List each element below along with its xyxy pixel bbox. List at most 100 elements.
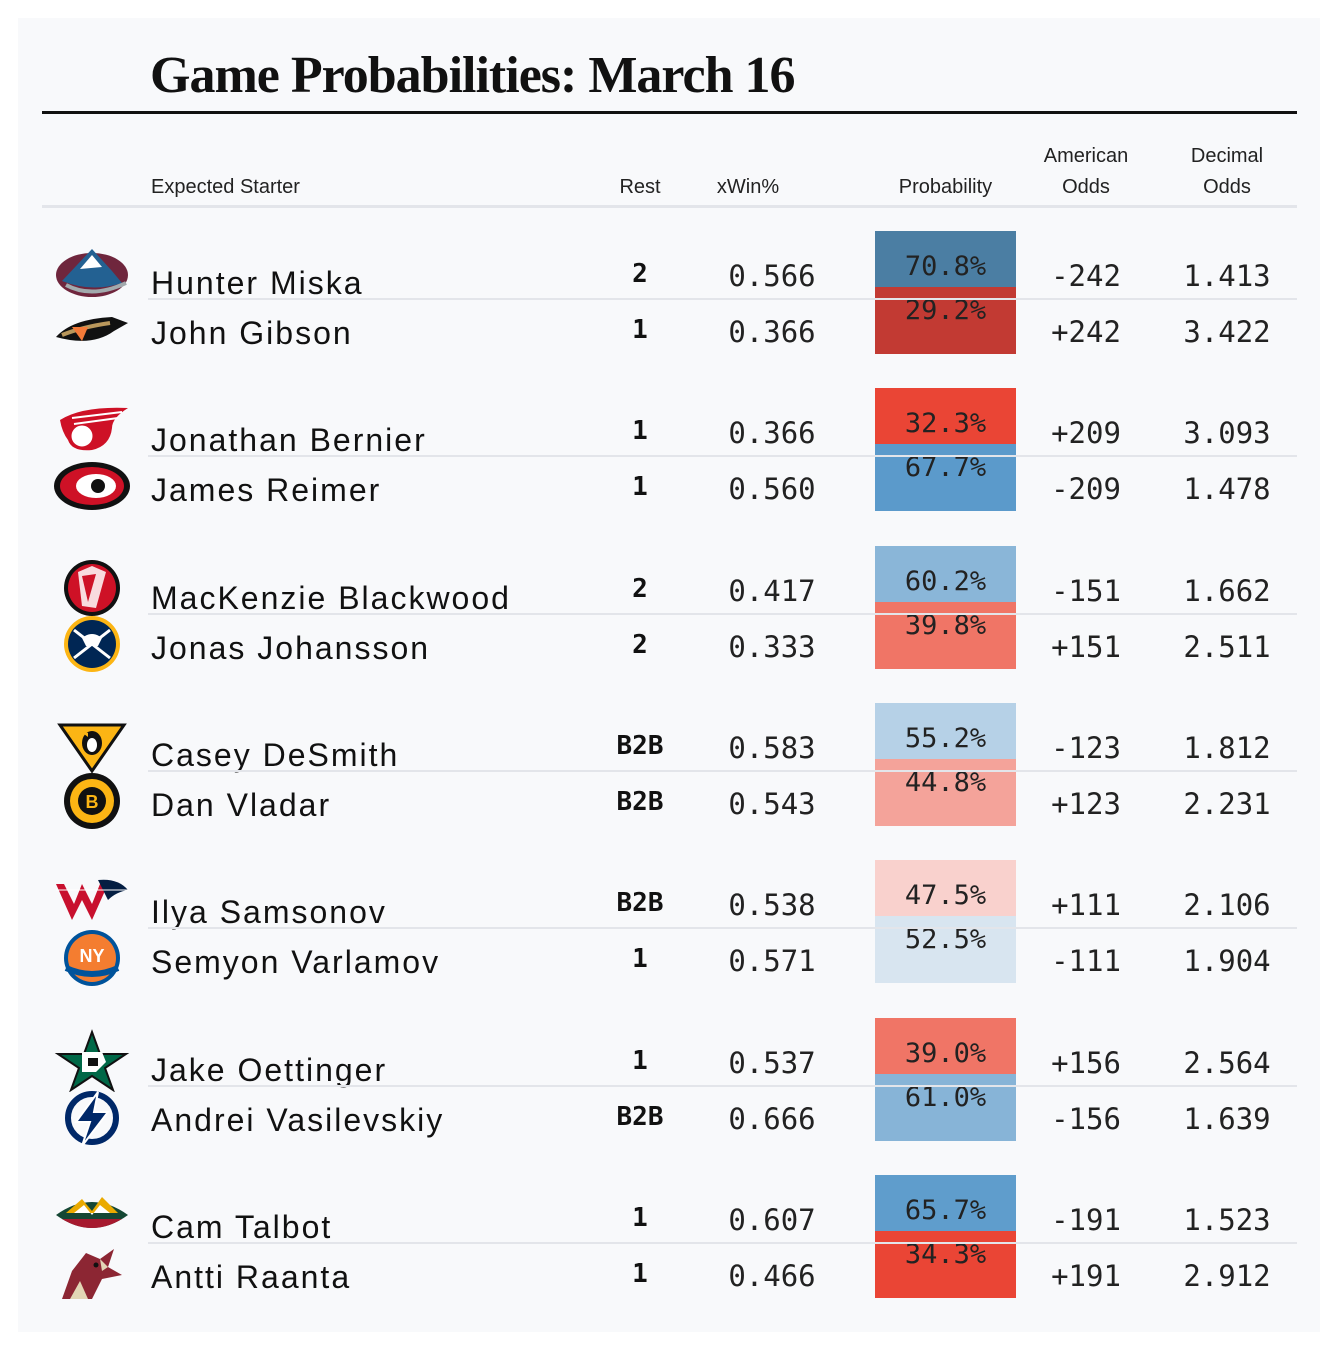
- header-decimal-odds: Decimal Odds: [1160, 141, 1294, 203]
- avalanche-logo: [56, 249, 128, 297]
- rest-value: 1: [632, 315, 648, 345]
- game-6: 39.0% Jake Oettinger 1 0.537 +156 2.564 61.0% A…: [0, 1018, 1338, 1158]
- table-row: Jonas Johansson 2 0.333 +151 2.511: [0, 616, 1338, 672]
- rest-value: 1: [632, 944, 648, 974]
- starter-name: Jake Oettinger: [151, 1052, 388, 1088]
- wild-logo: [56, 1197, 128, 1228]
- starter-name: Jonas Johansson: [151, 630, 431, 666]
- header-xwin: xWin%: [716, 176, 780, 198]
- starter-name: MacKenzie Blackwood: [151, 580, 511, 616]
- red-wings-logo: [60, 407, 128, 451]
- xwin-value: 0.583: [728, 731, 816, 765]
- capitals-logo: [56, 879, 128, 920]
- probability-value: 52.5%: [904, 924, 987, 955]
- xwin-value: 0.333: [728, 630, 816, 664]
- header-rest: Rest: [619, 176, 661, 198]
- stars-logo: [54, 1029, 130, 1092]
- xwin-value: 0.560: [728, 472, 816, 506]
- table-row: Antti Raanta 1 0.466 +191 2.912: [0, 1245, 1338, 1301]
- lightning-logo: [65, 1091, 119, 1147]
- header-decimal-line1: Decimal: [1190, 145, 1264, 167]
- rest-value: B2B: [616, 731, 664, 761]
- rest-value: 1: [632, 1259, 648, 1289]
- starter-name: Jonathan Bernier: [151, 422, 427, 458]
- game-1: 70.8% Hunter Miska 2 0.566 -242 1.413 29.2% Joh…: [0, 231, 1338, 371]
- header-probability: Probability: [898, 176, 993, 198]
- table-row: Hunter Miska 2 0.566 -242 1.413: [0, 245, 1338, 301]
- game-2: 32.3% Jonathan Bernier 1 0.366 +209 3.093 67.7…: [0, 388, 1338, 528]
- decimal-odds-value: 2.564: [1183, 1046, 1271, 1080]
- decimal-odds-value: 1.478: [1183, 472, 1271, 506]
- american-odds-value: -191: [1051, 1203, 1121, 1237]
- decimal-odds-value: 1.523: [1183, 1203, 1271, 1237]
- row-separator: [148, 927, 1297, 929]
- xwin-value: 0.366: [728, 315, 816, 349]
- decimal-odds-value: 3.422: [1183, 315, 1271, 349]
- coyotes-logo: [62, 1249, 122, 1299]
- table-row: Ilya Samsonov B2B 0.538 +111 2.106: [0, 874, 1338, 930]
- xwin-value: 0.537: [728, 1046, 816, 1080]
- starter-name: Casey DeSmith: [151, 737, 400, 773]
- game-3: 60.2% MacKenzie Blackwood 2 0.417 -151 1.662 3…: [0, 546, 1338, 686]
- xwin-value: 0.666: [728, 1102, 816, 1136]
- rest-value: B2B: [616, 1102, 664, 1132]
- american-odds-value: -111: [1051, 944, 1121, 978]
- decimal-odds-value: 2.511: [1183, 630, 1271, 664]
- row-separator: [148, 1242, 1297, 1244]
- american-odds-value: -209: [1051, 472, 1121, 506]
- header-american-line2: Odds: [1062, 176, 1110, 198]
- decimal-odds-value: 1.662: [1183, 574, 1271, 608]
- starter-name: Hunter Miska: [151, 265, 364, 301]
- header-american-odds: American Odds: [1030, 141, 1142, 203]
- rest-value: 1: [632, 1203, 648, 1233]
- decimal-odds-value: 2.231: [1183, 787, 1271, 821]
- xwin-value: 0.466: [728, 1259, 816, 1293]
- probability-value: 60.2%: [904, 566, 987, 597]
- title-rule: [42, 111, 1297, 114]
- probability-value: 55.2%: [904, 723, 987, 754]
- xwin-value: 0.543: [728, 787, 816, 821]
- table-row: Casey DeSmith B2B 0.583 -123 1.812: [0, 717, 1338, 774]
- probability-value: 47.5%: [904, 880, 987, 911]
- table-row: Cam Talbot 1 0.607 -191 1.523: [0, 1189, 1338, 1245]
- probability-value: 32.3%: [904, 408, 987, 439]
- chart-title: Game Probabilities: March 16: [150, 47, 796, 104]
- rest-value: B2B: [616, 888, 664, 918]
- decimal-odds-value: 1.812: [1183, 731, 1271, 765]
- decimal-odds-value: 1.904: [1183, 944, 1271, 978]
- table-row: Jonathan Bernier 1 0.366 +209 3.093: [0, 402, 1338, 458]
- starter-name: Dan Vladar: [151, 787, 332, 823]
- rest-value: B2B: [616, 787, 664, 817]
- probability-value: 65.7%: [904, 1195, 987, 1226]
- header-expected-starter: Expected Starter: [151, 176, 300, 198]
- american-odds-value: +209: [1051, 416, 1121, 450]
- chart-card: [18, 18, 1320, 1332]
- header-decimal-line2: Odds: [1203, 176, 1251, 198]
- probability-value: 44.8%: [904, 767, 987, 798]
- rest-value: 2: [632, 630, 648, 660]
- table-row: John Gibson 1 0.366 +242 3.422: [0, 301, 1338, 357]
- row-separator: [148, 770, 1297, 772]
- svg-text:NY: NY: [79, 946, 104, 966]
- rest-value: 1: [632, 416, 648, 446]
- devils-logo: [64, 560, 120, 616]
- american-odds-value: -156: [1051, 1102, 1121, 1136]
- probability-value: 39.8%: [904, 610, 987, 641]
- game-4: 55.2% Casey DeSmith B2B 0.583 -123 1.812 44.8%…: [0, 703, 1338, 843]
- starter-name: Cam Talbot: [151, 1209, 333, 1245]
- rest-value: 1: [632, 472, 648, 502]
- decimal-odds-value: 2.106: [1183, 888, 1271, 922]
- starter-name: Antti Raanta: [151, 1259, 352, 1295]
- rest-value: 2: [632, 574, 648, 604]
- row-separator: [148, 298, 1297, 300]
- xwin-value: 0.571: [728, 944, 816, 978]
- american-odds-value: -123: [1051, 731, 1121, 765]
- decimal-odds-value: 3.093: [1183, 416, 1271, 450]
- decimal-odds-value: 2.912: [1183, 1259, 1271, 1293]
- bruins-logo: B: [64, 773, 120, 829]
- game-5: 47.5% Ilya Samsonov B2B 0.538 +111 2.106 52.5%…: [0, 860, 1338, 1000]
- ducks-logo: [56, 317, 128, 341]
- rest-value: 1: [632, 1046, 648, 1076]
- table-row: B Dan Vladar B2B 0.543 +123 2.231: [0, 773, 1338, 829]
- probability-value: 39.0%: [904, 1038, 987, 1069]
